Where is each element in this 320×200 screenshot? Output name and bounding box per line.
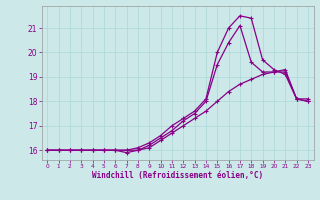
X-axis label: Windchill (Refroidissement éolien,°C): Windchill (Refroidissement éolien,°C) — [92, 171, 263, 180]
